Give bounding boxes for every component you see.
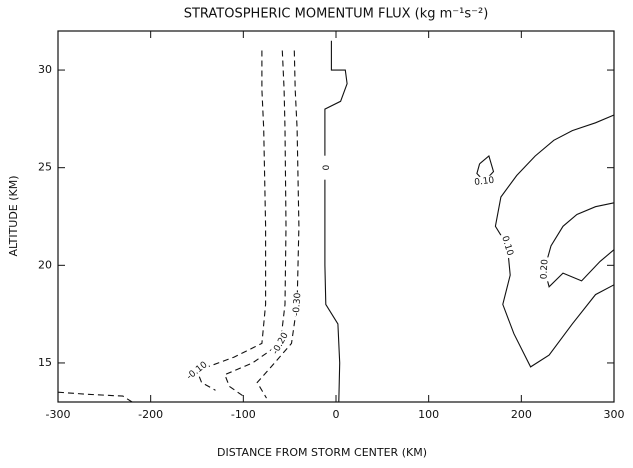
contour-label: 0 (319, 165, 329, 171)
contour-label-bg (270, 330, 291, 357)
contour-label-bg (291, 292, 303, 317)
contour-line (57, 50, 267, 403)
x-tick-label: 0 (333, 408, 340, 421)
x-tick-label: -300 (46, 408, 71, 421)
contour-label-bg (538, 257, 551, 282)
x-tick-label: 200 (511, 408, 532, 421)
x-tick-label: 300 (604, 408, 625, 421)
y-axis-label: ALTITUDE (KM) (7, 175, 20, 256)
contour-line (224, 50, 287, 397)
y-tick-label: 30 (38, 63, 52, 76)
contour-line (543, 202, 615, 288)
x-tick-label: -200 (138, 408, 163, 421)
plot-frame (57, 30, 615, 403)
contour-label: 0.10 (499, 235, 514, 257)
y-tick-label: 20 (38, 258, 52, 271)
x-axis-label: DISTANCE FROM STORM CENTER (KM) (217, 446, 427, 459)
contour-line (494, 114, 615, 368)
contour-label-bg (184, 359, 210, 383)
contour-label-bg (499, 232, 516, 259)
contour-label-bg (471, 174, 497, 188)
y-tick-label: 15 (38, 356, 52, 369)
contour-line (324, 40, 348, 403)
contour-label: 0.10 (474, 176, 495, 188)
contour-label: -0.20 (271, 331, 291, 356)
x-tick-label: 100 (418, 408, 439, 421)
contour-label-bg (319, 155, 330, 180)
x-tick-label: -100 (231, 408, 256, 421)
chart-title: STRATOSPHERIC MOMENTUM FLUX (kg m⁻¹s⁻²) (184, 7, 489, 22)
contour-label: -0.30 (292, 292, 303, 316)
contour-label: 0.20 (540, 259, 551, 280)
y-tick-label: 25 (38, 161, 52, 174)
